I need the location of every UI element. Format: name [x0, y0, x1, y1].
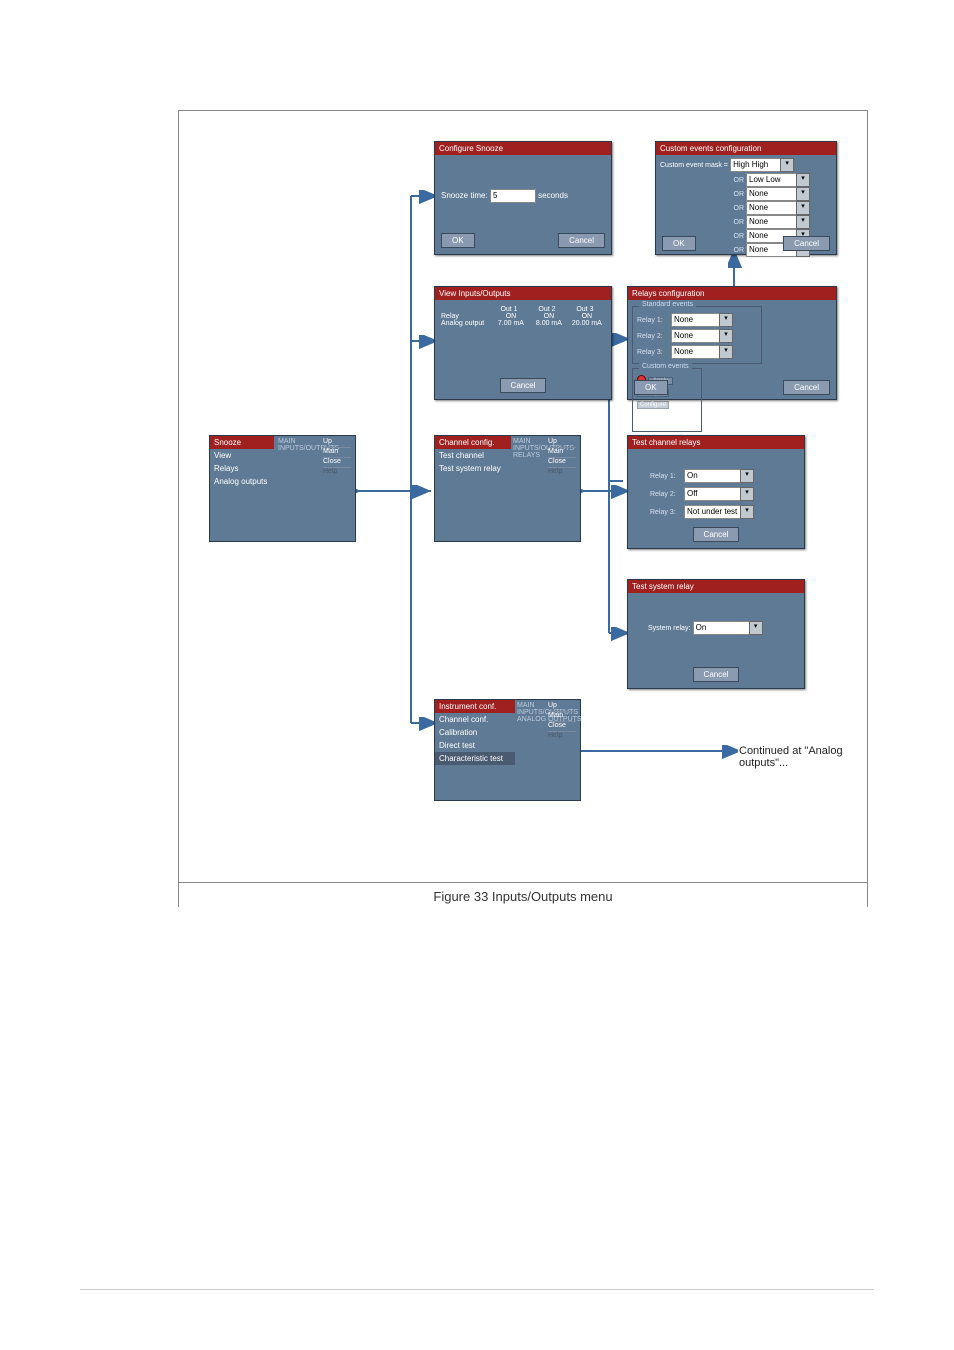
- nav-item-characteristic-test[interactable]: Characteristic test: [435, 752, 515, 765]
- test-channel-relays-dialog: Test channel relays Relay 1:On▾ Relay 2:…: [627, 435, 805, 549]
- relay2-std-dropdown[interactable]: None▾: [671, 329, 733, 343]
- nav-item-test-channel[interactable]: Test channel: [435, 449, 511, 462]
- main-button[interactable]: Main: [548, 712, 576, 722]
- chevron-down-icon[interactable]: ▾: [719, 329, 733, 343]
- relay3-test-dropdown[interactable]: Not under test▾: [684, 505, 754, 519]
- relay1-test-dropdown[interactable]: On▾: [684, 469, 754, 483]
- cancel-button[interactable]: Cancel: [693, 667, 740, 682]
- view-io-dialog: View Inputs/Outputs Out 1 Out 2 Out 3 Re…: [434, 286, 612, 400]
- dialog-title: View Inputs/Outputs: [435, 287, 611, 300]
- chevron-down-icon[interactable]: ▾: [780, 158, 794, 172]
- relay1-std-dropdown[interactable]: None▾: [671, 313, 733, 327]
- figure-container: Configure Snooze Snooze time: 5 seconds …: [178, 110, 868, 907]
- chevron-down-icon[interactable]: ▾: [740, 469, 754, 483]
- chevron-down-icon[interactable]: ▾: [796, 201, 810, 215]
- snooze-time-label: Snooze time:: [441, 191, 488, 200]
- chevron-down-icon[interactable]: ▾: [796, 173, 810, 187]
- main-button[interactable]: Main: [323, 448, 351, 458]
- chevron-down-icon[interactable]: ▾: [740, 505, 754, 519]
- continued-label: Continued at "Analog outputs"...: [739, 745, 867, 769]
- nav-relays-panel: MAIN INPUTS/OUTPUTS RELAYS Up Main Close…: [434, 435, 581, 542]
- test-system-relay-dialog: Test system relay System relay: On▾ Canc…: [627, 579, 805, 689]
- nav-analog-panel: MAIN INPUTS/OUTPUTS ANALOG OUTPUTS Up Ma…: [434, 699, 581, 801]
- up-button[interactable]: Up: [323, 438, 351, 448]
- close-button[interactable]: Close: [323, 458, 351, 468]
- side-controls: Up Main Close Help: [548, 438, 576, 477]
- ok-button[interactable]: OK: [441, 233, 475, 248]
- side-controls: Up Main Close Help: [548, 702, 576, 741]
- nav-item-analog-outputs[interactable]: Analog outputs: [210, 475, 274, 488]
- relay2-test-dropdown[interactable]: Off▾: [684, 487, 754, 501]
- standard-events-legend: Standard events: [639, 301, 696, 308]
- cancel-button[interactable]: Cancel: [693, 527, 740, 542]
- event-dropdown-3[interactable]: None▾: [746, 201, 810, 215]
- snooze-time-input[interactable]: 5: [490, 189, 536, 203]
- nav-item-test-system-relay[interactable]: Test system relay: [435, 462, 511, 475]
- close-button[interactable]: Close: [548, 458, 576, 468]
- col-header: Out 2: [529, 306, 565, 313]
- dialog-title: Configure Snooze: [435, 142, 611, 155]
- nav-item-channel-config[interactable]: Channel config.: [435, 436, 511, 449]
- system-relay-label: System relay:: [648, 625, 690, 632]
- chevron-down-icon[interactable]: ▾: [796, 215, 810, 229]
- nav-main-panel: MAIN INPUTS/OUTPUTS Up Main Close Help S…: [209, 435, 356, 542]
- nav-item-calibration[interactable]: Calibration: [435, 726, 515, 739]
- event-dropdown-0[interactable]: High High▾: [730, 158, 794, 172]
- snooze-unit-label: seconds: [538, 191, 568, 200]
- ok-button[interactable]: OK: [662, 236, 696, 251]
- custom-events-legend: Custom events: [639, 363, 692, 370]
- chevron-down-icon[interactable]: ▾: [749, 621, 763, 635]
- relay-value: ON: [531, 313, 567, 320]
- ao-value: 7.00 mA: [493, 320, 529, 327]
- nav-item-direct-test[interactable]: Direct test: [435, 739, 515, 752]
- main-button[interactable]: Main: [548, 448, 576, 458]
- col-header: Out 3: [567, 306, 603, 313]
- configure-snooze-dialog: Configure Snooze Snooze time: 5 seconds …: [434, 141, 612, 255]
- close-button[interactable]: Close: [548, 722, 576, 732]
- chevron-down-icon[interactable]: ▾: [740, 487, 754, 501]
- relays-config-dialog: Relays configuration Standard events Rel…: [627, 286, 837, 400]
- relay-value: ON: [493, 313, 529, 320]
- ao-value: 20.00 mA: [569, 320, 605, 327]
- figure-caption: Figure 33 Inputs/Outputs menu: [179, 882, 867, 910]
- nav-item-channel-conf[interactable]: Channel conf.: [435, 713, 515, 726]
- nav-item-instrument-conf[interactable]: Instrument conf.: [435, 700, 515, 713]
- nav-item-snooze[interactable]: Snooze: [210, 436, 274, 449]
- mask-label: Custom event mask =: [660, 162, 728, 169]
- event-dropdown-2[interactable]: None▾: [746, 187, 810, 201]
- dialog-title: Relays configuration: [628, 287, 836, 300]
- chevron-down-icon[interactable]: ▾: [796, 187, 810, 201]
- cancel-button[interactable]: Cancel: [558, 233, 605, 248]
- cancel-button[interactable]: Cancel: [783, 236, 830, 251]
- relay-value: ON: [569, 313, 605, 320]
- cancel-button[interactable]: Cancel: [500, 378, 547, 393]
- chevron-down-icon[interactable]: ▾: [719, 313, 733, 327]
- event-dropdown-1[interactable]: Low Low▾: [746, 173, 810, 187]
- system-relay-dropdown[interactable]: On▾: [693, 621, 763, 635]
- side-controls: Up Main Close Help: [323, 438, 351, 477]
- ao-value: 8.00 mA: [531, 320, 567, 327]
- col-header: Out 1: [491, 306, 527, 313]
- up-button[interactable]: Up: [548, 702, 576, 712]
- relay-row-label: Relay: [441, 313, 491, 320]
- cancel-button[interactable]: Cancel: [783, 380, 830, 395]
- event-dropdown-4[interactable]: None▾: [746, 215, 810, 229]
- nav-item-view[interactable]: View: [210, 449, 274, 462]
- nav-item-relays[interactable]: Relays: [210, 462, 274, 475]
- configure-button[interactable]: Configure: [637, 401, 669, 409]
- dialog-title: Test system relay: [628, 580, 804, 593]
- dialog-title: Test channel relays: [628, 436, 804, 449]
- ao-row-label: Analog output: [441, 320, 491, 327]
- dialog-title: Custom events configuration: [656, 142, 836, 155]
- relay3-std-dropdown[interactable]: None▾: [671, 345, 733, 359]
- custom-events-dialog: Custom events configuration Custom event…: [655, 141, 837, 255]
- up-button[interactable]: Up: [548, 438, 576, 448]
- chevron-down-icon[interactable]: ▾: [719, 345, 733, 359]
- ok-button[interactable]: OK: [634, 380, 668, 395]
